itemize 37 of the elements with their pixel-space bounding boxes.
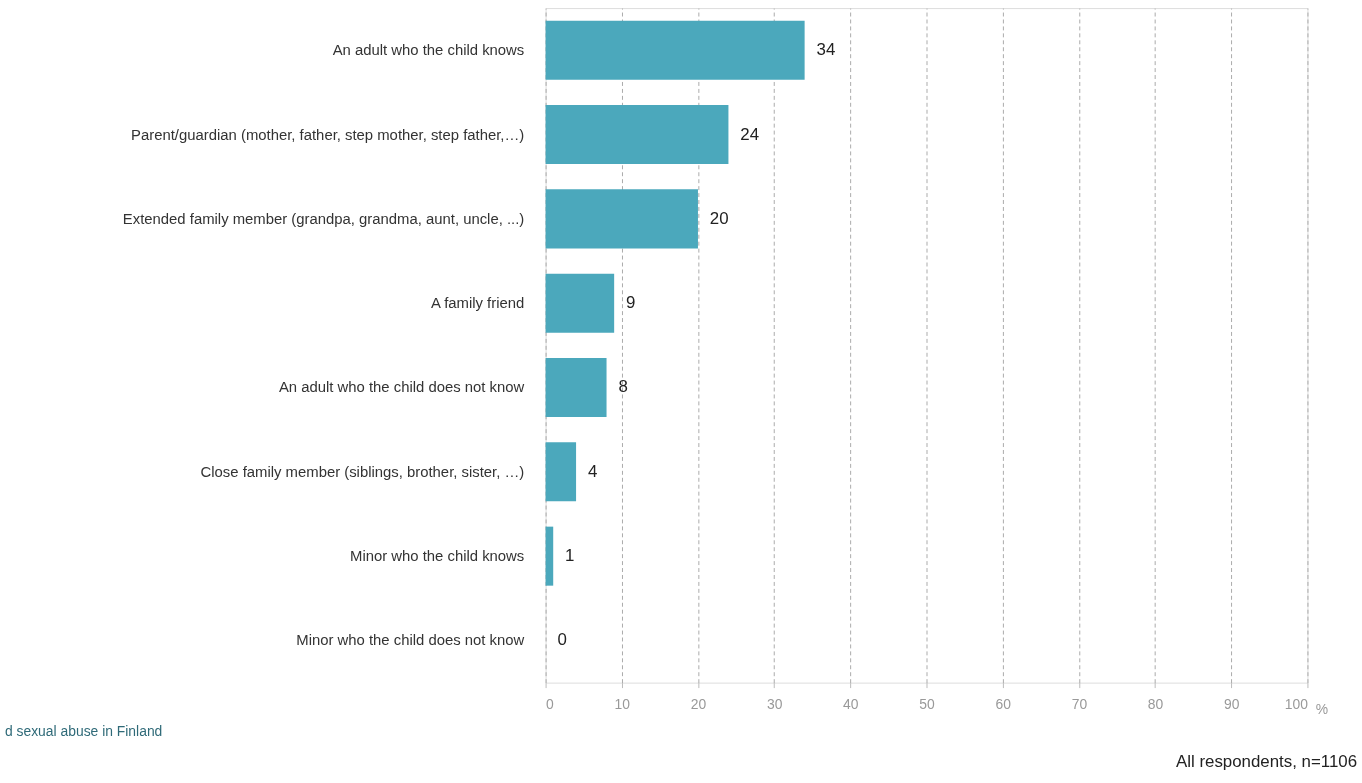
bar [545,526,554,586]
data-label: 4 [587,461,598,481]
data-label: 20 [709,208,729,228]
x-tick-label: 90 [1224,695,1240,712]
y-tick-label: Close family member (siblings, brother, sister, …) [200,463,525,480]
y-tick-label: Minor who the child does not know [296,632,525,649]
x-axis-title: % [1315,700,1328,717]
y-tick-label: A family friend [430,295,525,312]
x-tick-label: 20 [690,695,707,712]
bar [545,105,729,165]
x-tick-label: 100 [1284,695,1309,712]
y-tick-label: Parent/guardian (mother, father, step mother, step father,…) [131,126,525,143]
y-tick-label: Minor who the child knows [350,548,525,565]
bar [545,20,805,80]
y-tick-label: An adult who the child knows [332,42,525,59]
data-label: 1 [565,546,575,566]
bar [545,358,607,418]
text: All respondents, n=1106 [1175,751,1358,771]
x-tick-label: 30 [766,695,783,712]
x-tick-label: 50 [919,695,936,712]
data-label: 34 [816,40,836,60]
x-tick-label: 40 [843,695,859,712]
y-tick-label: Extended family member (grandpa, grandma, aunt, uncle, ...) [122,210,525,227]
text: d sexual abuse in Finland [4,723,163,740]
x-tick-label: 70 [1071,695,1088,712]
bar [545,273,615,333]
data-label: 0 [557,630,567,650]
x-tick-label: 10 [614,695,631,712]
y-tick-label: An adult who the child does not know [278,379,525,396]
bar [545,442,577,502]
x-tick-label: 80 [1147,695,1164,712]
x-tick-label: 60 [995,695,1012,712]
bar [545,189,698,249]
data-label: 24 [740,124,760,144]
data-label: 9 [626,293,636,313]
x-tick-label: 0 [546,695,555,712]
data-label: 8 [618,377,628,397]
